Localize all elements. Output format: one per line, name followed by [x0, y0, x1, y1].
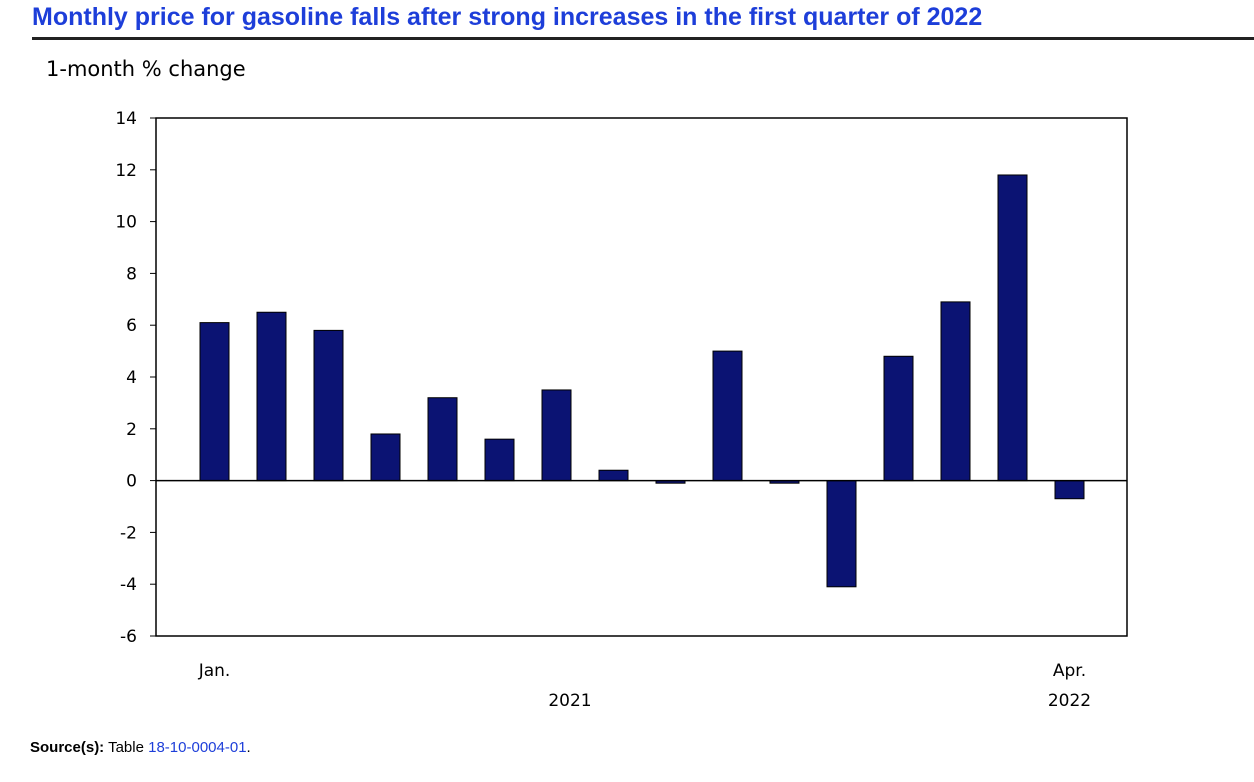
x-tick-label: Jan. [198, 661, 231, 681]
source-label: Source(s): [30, 739, 105, 756]
bar [940, 301, 971, 482]
bar [883, 355, 914, 482]
chart-title: Monthly price for gasoline falls after s… [32, 3, 983, 31]
bar [256, 311, 287, 482]
y-tick-label: 8 [126, 264, 137, 284]
bar [199, 322, 230, 482]
bar [997, 174, 1028, 482]
source-text: Table [108, 739, 144, 756]
x-axis: Jan. Apr. 2022 2021 [198, 661, 1091, 711]
y-tick-label: 14 [115, 109, 137, 129]
bar [826, 480, 857, 588]
y-tick-label: 12 [115, 161, 137, 181]
y-axis-label: 1-month % change [46, 57, 246, 81]
source-suffix: . [246, 739, 251, 756]
bar [712, 350, 743, 482]
x-tick-label: Apr. [1053, 661, 1086, 681]
x-year-label: 2021 [548, 691, 591, 711]
y-tick-label: 0 [126, 472, 137, 492]
bar [370, 433, 401, 482]
y-tick-label: 10 [115, 213, 137, 233]
bar [427, 397, 458, 482]
bar [598, 469, 629, 482]
y-tick-label: -4 [120, 575, 137, 595]
bar [313, 329, 344, 482]
bar [484, 438, 515, 482]
x-year-label: 2022 [1048, 691, 1091, 711]
y-tick-label: -2 [120, 523, 137, 543]
y-tick-label: 4 [126, 368, 137, 388]
source-note: Source(s): Table 18-10-0004-01. [30, 739, 251, 756]
bars [199, 174, 1085, 588]
source-table-link[interactable]: 18-10-0004-01 [148, 739, 247, 756]
y-tick-label: 6 [126, 316, 137, 336]
plot-frame [155, 117, 1128, 637]
y-axis: 14 12 10 8 6 4 2 0 -2 -4 -6 [115, 109, 156, 647]
title-divider [32, 37, 1254, 40]
bar [541, 389, 572, 482]
y-tick-label: -6 [120, 627, 137, 647]
y-tick-label: 2 [126, 420, 137, 440]
bar [1054, 480, 1085, 500]
